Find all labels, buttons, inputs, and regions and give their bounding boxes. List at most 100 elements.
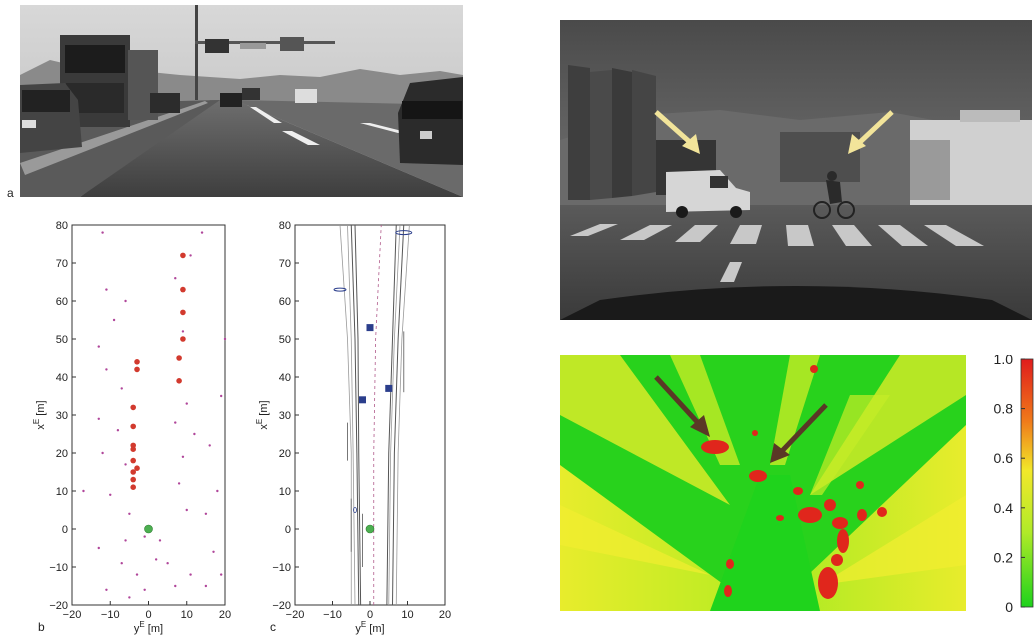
detection-point: [130, 476, 136, 483]
detection-point: [130, 446, 136, 452]
clutter-point: [204, 584, 208, 588]
lane-track-line: [347, 224, 356, 606]
panel-label-a: a: [7, 186, 14, 200]
clutter-point: [189, 254, 192, 257]
detection-point: [130, 484, 136, 491]
x-tick-label: −10: [323, 609, 342, 621]
y-tick-label: 40: [56, 372, 68, 384]
clutter-point: [166, 562, 169, 565]
clutter-point: [105, 588, 108, 591]
target-marker: [385, 384, 393, 392]
colorbar-tick-label: 0.4: [994, 500, 1014, 516]
clutter-point: [189, 573, 192, 576]
x-tick-label: −10: [101, 609, 120, 621]
y-tick-label: −10: [272, 562, 291, 574]
y-tick-label: 30: [56, 410, 68, 422]
y-tick-label: 10: [56, 486, 68, 498]
chart-scatter-b: −20 −10 0 10 20 30 40 50 60 70 80 −20 −10 0 10 20 yE [m]…: [30, 215, 235, 635]
clutter-point: [181, 330, 185, 333]
clutter-point: [124, 539, 127, 542]
clutter-point: [208, 444, 211, 447]
target-marker: [359, 396, 366, 404]
lane-track-line: [395, 224, 410, 606]
panel-label-b: b: [38, 620, 45, 634]
x-axis-label: yE [m]: [134, 620, 163, 635]
plot-frame: [294, 224, 446, 606]
clutter-point: [204, 512, 208, 515]
y-tick-label: 60: [279, 296, 291, 308]
detection-point: [134, 366, 140, 373]
target-marker: [366, 324, 374, 332]
y-axis-label: xE [m]: [32, 400, 47, 429]
detection-point: [134, 359, 140, 365]
y-tick-label: 20: [279, 448, 291, 460]
uncertainty-ellipse: [353, 507, 357, 513]
y-tick-label: 50: [56, 334, 68, 346]
photo-highway: [20, 5, 463, 197]
detection-point: [130, 404, 136, 411]
clutter-point: [128, 512, 131, 515]
colorbar-gradient: [1020, 358, 1034, 608]
y-tick-label: 70: [56, 258, 68, 270]
lane-track-line: [386, 224, 397, 606]
detection-point: [134, 465, 140, 471]
lane-track-line: [388, 224, 401, 606]
detection-point: [180, 286, 186, 293]
y-tick-label: −20: [49, 600, 68, 612]
yellow-arrow-van: [654, 110, 700, 154]
clutter-point: [158, 539, 162, 542]
plot-frame: [71, 224, 226, 606]
x-tick-label: 10: [181, 609, 193, 621]
clutter-point: [135, 573, 139, 576]
ego-origin-point: [144, 524, 153, 534]
clutter-point: [223, 337, 227, 341]
clutter-point: [105, 288, 108, 291]
detection-point: [180, 336, 186, 342]
x-tick-label: −20: [63, 609, 82, 621]
clutter-point: [212, 550, 215, 553]
detection-point: [130, 457, 136, 464]
clutter-point: [97, 546, 100, 550]
clutter-point: [185, 402, 188, 405]
y-tick-label: 10: [279, 486, 291, 498]
clutter-point: [200, 231, 204, 234]
clutter-point: [174, 421, 177, 424]
x-tick-label: 0: [367, 609, 373, 621]
photo-urban-crossing: [560, 20, 1032, 320]
x-tick-label: 0: [145, 609, 151, 621]
clutter-point: [82, 489, 85, 493]
clutter-point: [124, 463, 127, 466]
chart-tracks-c: −20 −10 0 10 20 30 40 50 60 70 80 −20 −10 0 10 20 yE [m]…: [235, 215, 460, 635]
y-tick-label: 80: [56, 220, 68, 232]
detection-point: [130, 469, 136, 475]
detection-point: [130, 423, 136, 430]
brown-arrow-left: [654, 375, 710, 437]
heatmap-occupancy: [560, 355, 966, 611]
x-tick-label: 10: [401, 609, 413, 621]
clutter-point: [174, 584, 177, 588]
uncertainty-ellipse: [395, 230, 413, 236]
y-tick-label: 30: [279, 410, 291, 422]
x-tick-label: 20: [439, 609, 451, 621]
x-tick-label: 20: [219, 609, 231, 621]
clutter-point: [216, 489, 219, 493]
clutter-point: [101, 451, 104, 455]
clutter-point: [181, 455, 185, 458]
y-tick-label: 40: [279, 372, 291, 384]
colorbar-tick-label: 0.6: [994, 450, 1014, 466]
lane-track-line: [392, 224, 405, 606]
clutter-point: [120, 387, 123, 390]
clutter-point: [109, 493, 112, 496]
y-tick-label: 0: [62, 524, 68, 536]
colorbar: 1.0 0.8 0.6 0.4 0.2 0: [975, 355, 1034, 615]
clutter-point: [219, 394, 223, 398]
clutter-point: [219, 573, 223, 576]
y-tick-label: 50: [279, 334, 291, 346]
clutter-point: [185, 508, 188, 512]
clutter-point: [97, 417, 100, 420]
y-tick-label: −20: [272, 600, 291, 612]
clutter-point: [177, 482, 181, 485]
brown-arrow-right: [770, 403, 828, 463]
x-tick-label: −20: [286, 609, 305, 621]
y-tick-label: 70: [279, 258, 291, 270]
